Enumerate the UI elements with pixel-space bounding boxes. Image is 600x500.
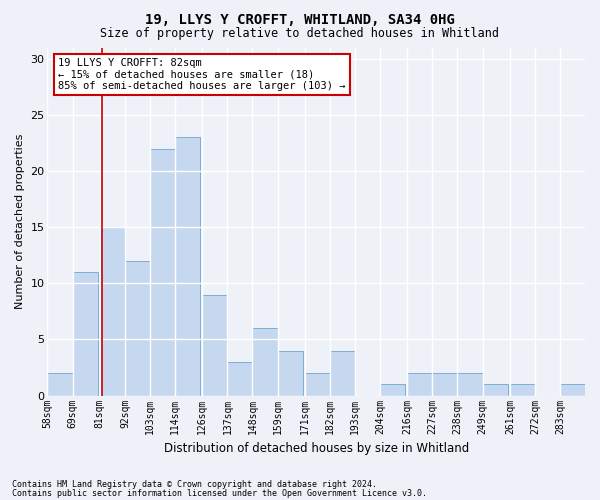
Bar [125,261,150,396]
Bar [330,350,355,396]
Text: 19, LLYS Y CROFFT, WHITLAND, SA34 0HG: 19, LLYS Y CROFFT, WHITLAND, SA34 0HG [145,12,455,26]
Bar [150,148,175,396]
Text: Contains public sector information licensed under the Open Government Licence v3: Contains public sector information licen… [12,488,427,498]
Bar [305,373,330,396]
Y-axis label: Number of detached properties: Number of detached properties [15,134,25,310]
Bar [175,138,200,396]
Bar [433,373,457,396]
Text: 19 LLYS Y CROFFT: 82sqm
← 15% of detached houses are smaller (18)
85% of semi-de: 19 LLYS Y CROFFT: 82sqm ← 15% of detache… [58,58,346,91]
Bar [407,373,433,396]
Text: Size of property relative to detached houses in Whitland: Size of property relative to detached ho… [101,28,499,40]
Bar [73,272,98,396]
Text: Contains HM Land Registry data © Crown copyright and database right 2024.: Contains HM Land Registry data © Crown c… [12,480,377,489]
Bar [100,227,125,396]
Bar [482,384,508,396]
X-axis label: Distribution of detached houses by size in Whitland: Distribution of detached houses by size … [164,442,469,455]
Bar [202,294,227,396]
Bar [47,373,73,396]
Bar [278,350,302,396]
Bar [560,384,585,396]
Bar [253,328,278,396]
Bar [457,373,482,396]
Bar [227,362,253,396]
Bar [510,384,535,396]
Bar [380,384,405,396]
